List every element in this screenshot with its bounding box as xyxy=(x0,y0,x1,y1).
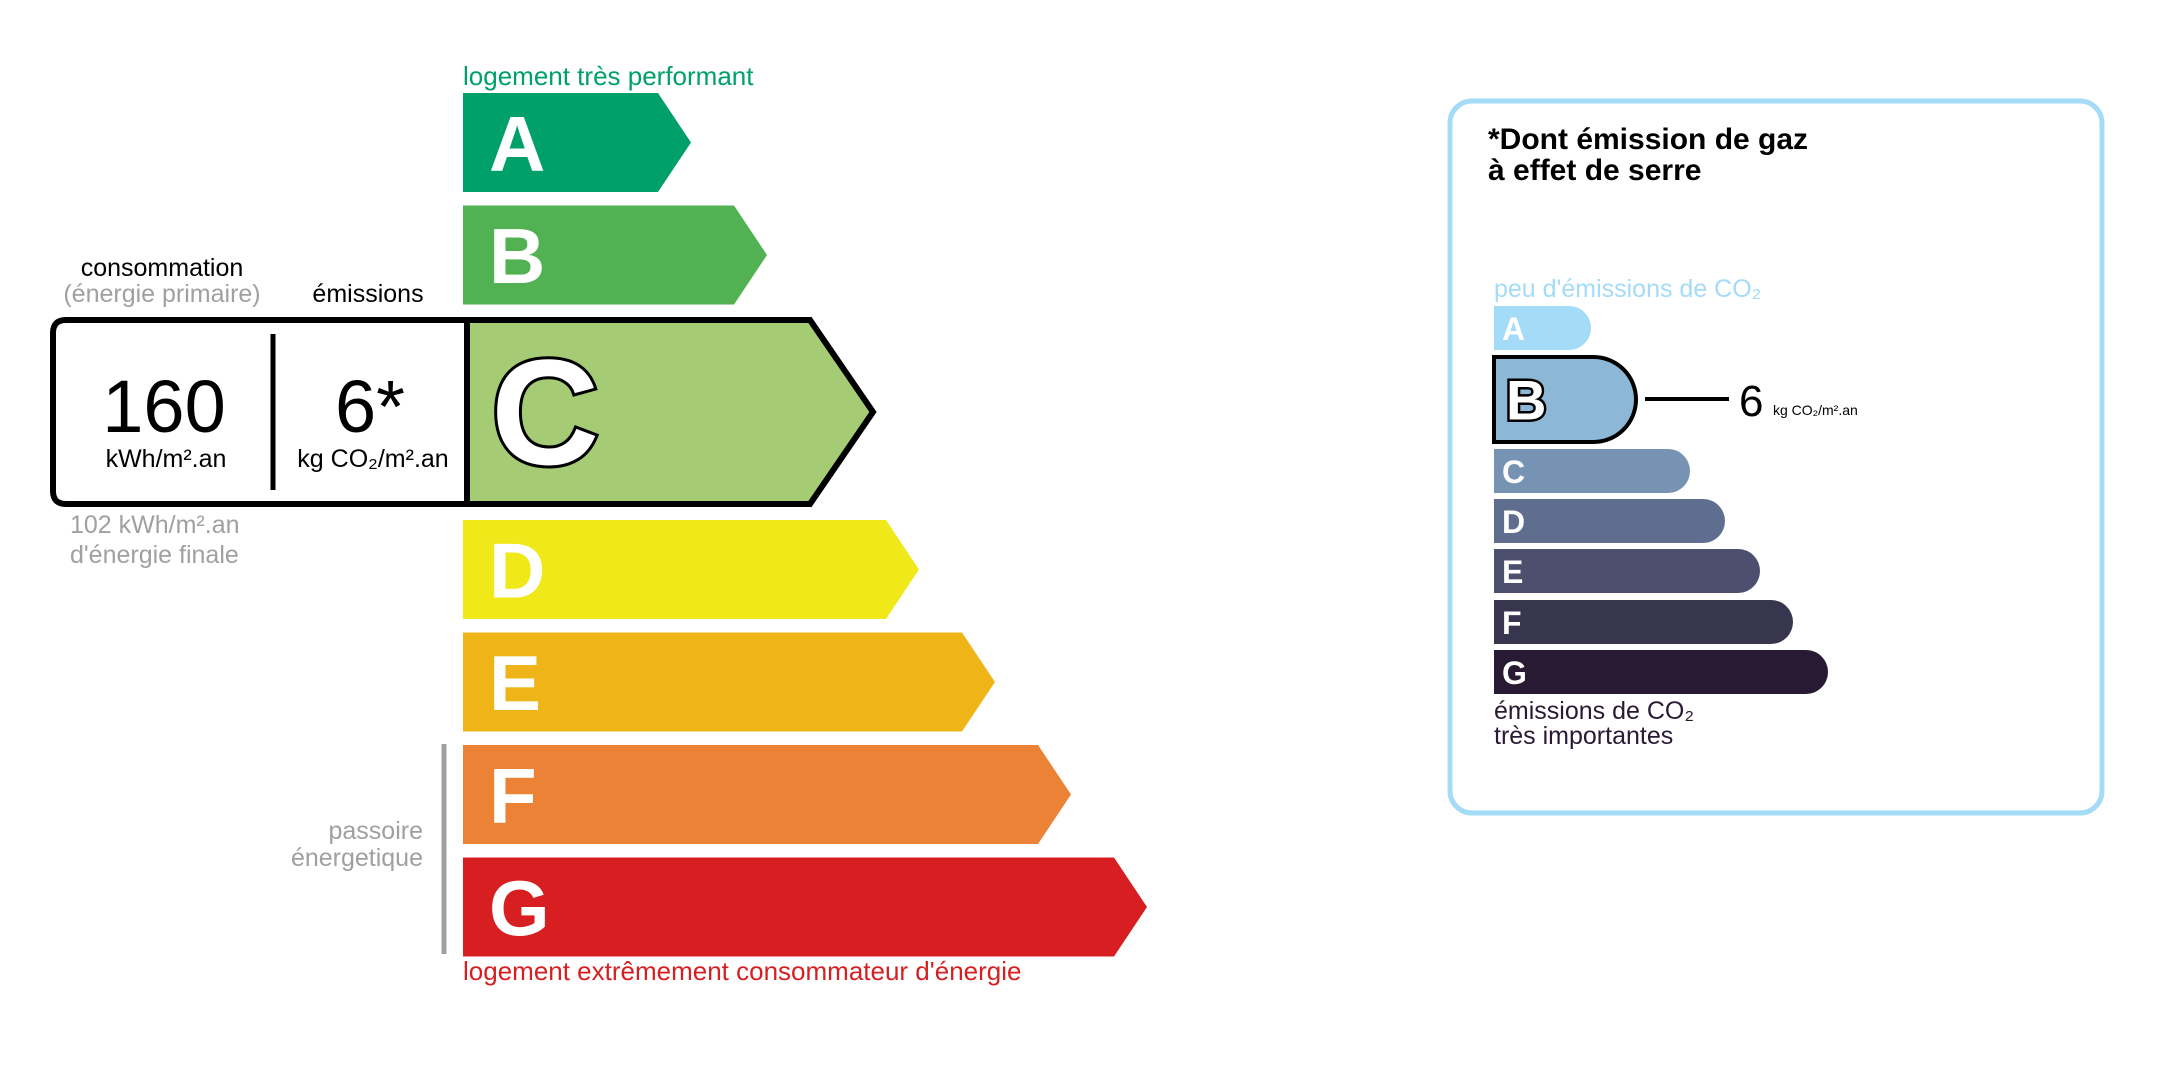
ges-class-letter: D xyxy=(1502,504,1525,540)
passoire-label-line1: passoire xyxy=(329,817,424,845)
readout-box xyxy=(50,317,470,507)
emissions-value: 6* xyxy=(335,365,405,448)
final-energy-label: d'énergie finale xyxy=(70,541,239,569)
passoire-label-line2: énergetique xyxy=(291,844,423,872)
consumption-label: consommation xyxy=(81,254,244,282)
emissions-label: émissions xyxy=(312,280,423,308)
ges-title-line2: à effet de serre xyxy=(1488,154,1701,187)
energy-class-letter: C xyxy=(491,328,599,496)
ges-class-a-bar xyxy=(1494,306,1591,350)
ges-class-f-bar xyxy=(1494,600,1793,644)
ges-class-letter: A xyxy=(1502,311,1525,347)
energy-class-g-arrow xyxy=(463,857,1147,957)
ges-value: 6 xyxy=(1739,377,1763,426)
energy-class-letter: B xyxy=(489,212,545,300)
ges-class-letter: B xyxy=(1506,369,1546,432)
energy-class-letter: G xyxy=(489,864,550,952)
ges-class-d-bar xyxy=(1494,499,1725,543)
consumption-value: 160 xyxy=(102,365,225,448)
energy-class-b-arrow xyxy=(463,205,767,305)
energy-class-e-arrow xyxy=(463,632,995,732)
consumption-sublabel: (énergie primaire) xyxy=(63,280,260,308)
ges-class-letter: C xyxy=(1502,454,1525,490)
energy-top-label: logement très performant xyxy=(463,61,754,91)
energy-class-letter: F xyxy=(489,752,537,840)
ges-class-c-bar xyxy=(1494,449,1690,493)
energy-class-letter: D xyxy=(489,527,545,615)
ges-title-line1: *Dont émission de gaz xyxy=(1488,123,1808,156)
ges-unit: kg CO₂/m².an xyxy=(1773,402,1858,418)
energy-class-f-arrow xyxy=(463,745,1071,844)
energy-class-d-arrow xyxy=(463,520,919,619)
emissions-unit: kg CO₂/m².an xyxy=(297,445,448,473)
consumption-unit: kWh/m².an xyxy=(106,445,227,473)
ges-class-letter: F xyxy=(1502,605,1522,641)
energy-class-a-arrow xyxy=(463,93,691,192)
ges-bottom-label-line1: émissions de CO₂ xyxy=(1494,697,1694,725)
ges-class-letter: E xyxy=(1502,554,1523,590)
ges-class-g-bar xyxy=(1494,650,1828,694)
ges-class-b-bar xyxy=(1492,355,1638,444)
energy-bottom-label: logement extrêmement consommateur d'éner… xyxy=(463,956,1021,986)
final-energy-value: 102 kWh/m².an xyxy=(70,511,240,539)
energy-class-letter: A xyxy=(489,100,545,188)
ges-bottom-label-line2: très importantes xyxy=(1494,722,1673,750)
energy-class-letter: E xyxy=(489,639,541,727)
ges-top-label: peu d'émissions de CO₂ xyxy=(1494,275,1761,303)
ges-class-letter: G xyxy=(1502,655,1527,691)
ges-class-e-bar xyxy=(1494,549,1760,593)
